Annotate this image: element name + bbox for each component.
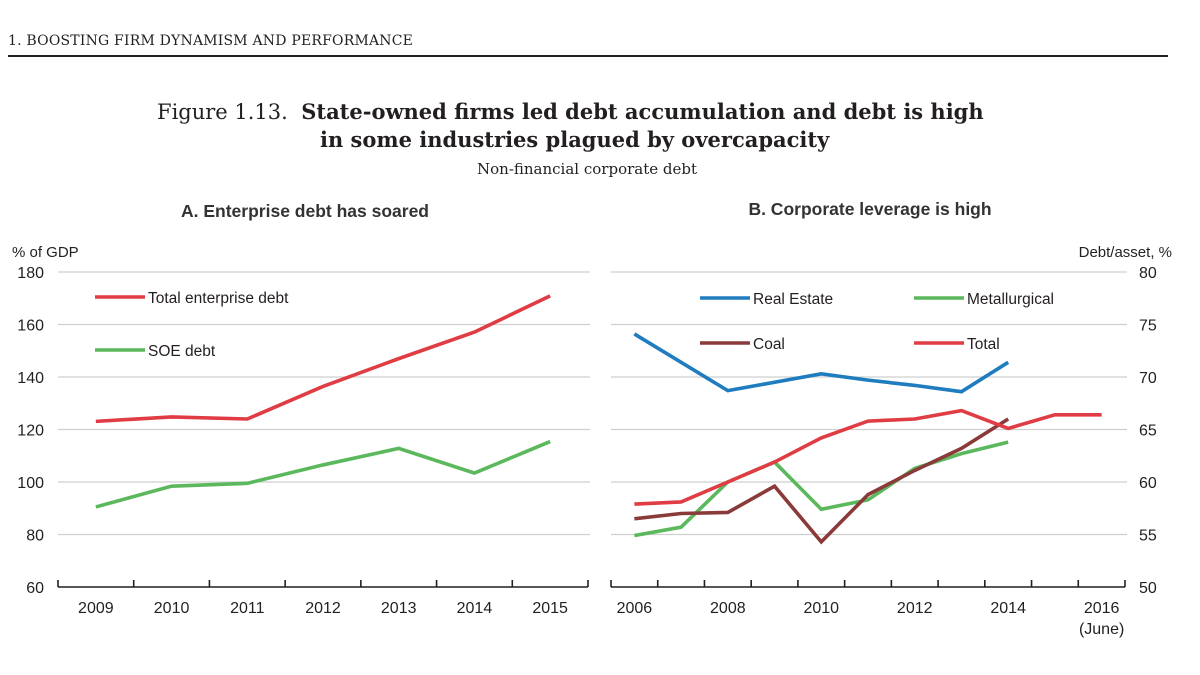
panel-a-legend: Total enterprise debt SOE debt	[95, 290, 289, 360]
figure-title-line2: in some industries plagued by overcapaci…	[320, 127, 830, 152]
panel-b-y-unit: Debt/asset, %	[1079, 244, 1172, 261]
y-tick-label-60: 60	[26, 580, 44, 597]
legend-label-soe-debt: SOE debt	[148, 343, 216, 360]
x-tick-sublabel: (June)	[1079, 621, 1124, 638]
panel-b: B. Corporate leverage is high Debt/asset…	[610, 199, 1172, 638]
panel-a: A. Enterprise debt has soared % of GDP 6…	[12, 201, 590, 617]
x-tick-label-2010: 2010	[803, 600, 839, 617]
y-tick-label-100: 100	[17, 475, 44, 492]
legend-label-total-enterprise-debt: Total enterprise debt	[148, 290, 289, 307]
y-tick-label-50: 50	[1139, 580, 1157, 597]
panel-b-legend: Real Estate Metallurgical Coal Total	[700, 291, 1054, 353]
panel-b-series	[633, 332, 1102, 545]
y-tick-label-160: 160	[17, 318, 44, 335]
y-tick-label-55: 55	[1139, 528, 1157, 545]
header-rule	[8, 55, 1168, 57]
y-tick-label-120: 120	[17, 423, 44, 440]
y-tick-label-65: 65	[1139, 423, 1157, 440]
x-tick-label-2014: 2014	[990, 600, 1026, 617]
y-tick-label-180: 180	[17, 265, 44, 282]
panel-b-title: B. Corporate leverage is high	[748, 199, 991, 219]
panel-a-gridlines	[58, 271, 590, 536]
figure-subtitle: Non-financial corporate debt	[477, 160, 697, 178]
legend-label-coal: Coal	[753, 336, 785, 353]
panel-a-series	[95, 294, 551, 509]
y-tick-label-60: 60	[1139, 475, 1157, 492]
panel-b-x-axis	[610, 580, 1126, 588]
panel-a-y-unit: % of GDP	[12, 244, 79, 261]
panel-a-y-tick-labels: 60 80 100 120 140 160 180	[17, 265, 44, 597]
x-tick-label-2015: 2015	[532, 600, 568, 617]
y-tick-label-140: 140	[17, 370, 44, 387]
panel-b-y-tick-labels: 50 55 60 65 70 75 80	[1139, 265, 1157, 597]
figure-label: Figure 1.13.	[157, 100, 288, 124]
legend-label-real-estate: Real Estate	[753, 291, 833, 308]
figure-title-line1: State-owned firms led debt accumulation …	[301, 99, 984, 124]
x-tick-label-2011: 2011	[230, 600, 265, 617]
x-tick-label-2014: 2014	[457, 600, 493, 617]
x-tick-label-2010: 2010	[154, 600, 190, 617]
y-tick-label-80: 80	[1139, 265, 1157, 282]
y-tick-label-75: 75	[1139, 318, 1157, 335]
panel-a-x-tick-labels: 2009 2010 2011 2012 2013 2014 2015	[78, 600, 568, 617]
x-tick-label-2009: 2009	[78, 600, 114, 617]
x-tick-label-2012: 2012	[305, 600, 341, 617]
panel-a-x-axis	[57, 580, 589, 588]
x-tick-label-2008: 2008	[710, 600, 746, 617]
x-tick-label-2012: 2012	[897, 600, 933, 617]
panel-b-gridlines	[611, 271, 1127, 536]
panel-a-title: A. Enterprise debt has soared	[181, 201, 429, 221]
x-tick-label-2006: 2006	[617, 600, 653, 617]
x-tick-label-2013: 2013	[381, 600, 417, 617]
y-tick-label-80: 80	[26, 528, 44, 545]
series-line-total	[634, 408, 1102, 506]
series-line-metallurgical	[634, 440, 1009, 538]
panel-b-x-tick-labels: 2006 2008 2010 2012 2014 2016 (June)	[617, 600, 1125, 638]
legend-label-metallurgical: Metallurgical	[967, 291, 1054, 308]
series-line-soe-debt	[95, 439, 551, 509]
running-head: 1. BOOSTING FIRM DYNAMISM AND PERFORMANC…	[8, 33, 414, 49]
y-tick-label-70: 70	[1139, 370, 1157, 387]
x-tick-label-2016: 2016	[1084, 600, 1120, 617]
legend-label-total: Total	[967, 336, 1000, 353]
